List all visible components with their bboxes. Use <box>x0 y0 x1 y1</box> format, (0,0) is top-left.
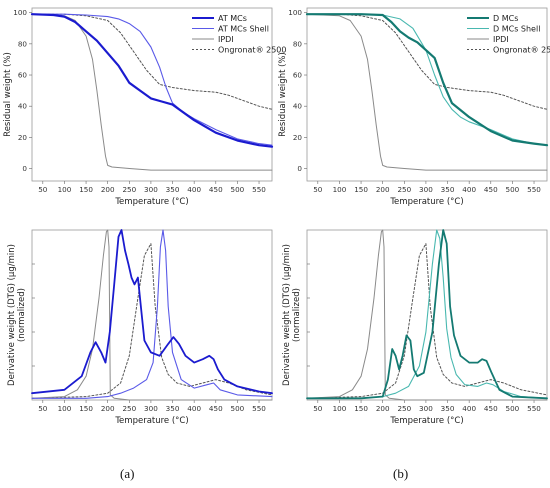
y-axis-label: Residual weight (%) <box>278 52 288 137</box>
legend-entry: Ongronat® 2500 <box>493 45 550 54</box>
series-line-ipdi <box>306 13 548 171</box>
y-tick-label: 0 <box>297 164 302 173</box>
y-axis-label: Derivative weight (DTG) (µg/min) <box>282 244 292 386</box>
x-tick-label: 400 <box>187 404 201 413</box>
legend-entry: D MCs Shell <box>493 24 540 33</box>
x-tick-label: 100 <box>333 185 347 194</box>
legend-entry: IPDI <box>493 35 509 44</box>
y-tick-label: 60 <box>293 71 303 80</box>
chart-panel-top-left: 50 100 150 200 250 300 350 400 450 500 550 0 20 40 60 8… <box>3 7 286 207</box>
chart-panel-bottom-right: 50 100 150 200 250 300 350 400 450 500 550 Temperat… <box>282 229 548 426</box>
x-tick-label: 150 <box>354 185 368 194</box>
legend-entry: D MCs <box>493 14 518 23</box>
x-tick-label: 250 <box>122 404 136 413</box>
x-tick-label: 550 <box>252 404 266 413</box>
y-axis-label: Derivative weight (DTG) (µg/min) <box>7 244 17 386</box>
x-tick-label: 550 <box>252 185 266 194</box>
x-tick-label: 450 <box>484 185 498 194</box>
y-tick-label: 80 <box>293 39 303 48</box>
x-tick-label: 200 <box>101 404 115 413</box>
x-tick-label: 50 <box>38 185 48 194</box>
y-tick-label: 0 <box>22 164 27 173</box>
x-tick-label: 500 <box>506 185 520 194</box>
x-tick-label: 500 <box>231 404 245 413</box>
series-line-at-mcs <box>30 13 274 148</box>
x-tick-label: 400 <box>187 185 201 194</box>
x-tick-label: 550 <box>527 404 541 413</box>
series-line-d-mcs <box>306 229 548 400</box>
y-tick-label: 80 <box>18 39 28 48</box>
x-axis-label: Temperature (°C) <box>114 416 188 426</box>
x-tick-label: 250 <box>397 404 411 413</box>
x-tick-label: 250 <box>397 185 411 194</box>
x-tick-label: 550 <box>527 185 541 194</box>
series-line-ongronat-2500 <box>306 13 548 110</box>
x-tick-label: 300 <box>419 185 433 194</box>
x-tick-label: 400 <box>462 404 476 413</box>
x-axis-label: Temperature (°C) <box>389 416 463 426</box>
x-tick-label: 150 <box>354 404 368 413</box>
x-tick-label: 500 <box>506 404 520 413</box>
chart-panel-bottom-left: 50 100 150 200 250 300 350 400 450 500 550 Temperat… <box>7 229 273 426</box>
x-tick-label: 50 <box>313 404 323 413</box>
series-line-d-mcs-shell <box>306 13 548 146</box>
plot-frame <box>31 7 273 182</box>
series-line-d-mcs-shell <box>306 229 548 399</box>
y-tick-label: 60 <box>18 71 28 80</box>
x-tick-label: 200 <box>376 185 390 194</box>
y-tick-label: 20 <box>293 133 303 142</box>
legend-entry: Ongronat® 2500 <box>218 45 286 54</box>
series-line-at-mcs-shell <box>31 229 273 399</box>
legend-entry: AT MCs <box>218 14 247 23</box>
x-tick-label: 100 <box>58 404 72 413</box>
x-tick-label: 150 <box>79 404 93 413</box>
x-tick-label: 150 <box>79 185 93 194</box>
plot-frame <box>306 7 548 182</box>
x-tick-label: 400 <box>462 185 476 194</box>
chart-panel-top-right: 50 100 150 200 250 300 350 400 450 500 550 0 20 40 60 8… <box>278 7 550 207</box>
x-tick-label: 500 <box>231 185 245 194</box>
series-line-ongronat-2500 <box>31 243 273 399</box>
series-line-ongronat-2500 <box>31 13 273 110</box>
x-tick-label: 350 <box>441 185 455 194</box>
y-axis-label: Residual weight (%) <box>3 52 13 137</box>
y-axis-label-normalized: (normalized) <box>17 288 27 342</box>
x-tick-label: 450 <box>209 185 223 194</box>
y-axis-label-normalized: (normalized) <box>292 288 302 342</box>
x-tick-label: 100 <box>58 185 72 194</box>
y-tick-label: 100 <box>288 8 302 17</box>
series-line-ipdi <box>31 13 273 171</box>
x-axis-label: Temperature (°C) <box>114 197 188 207</box>
series-line-at-mcs-shell <box>31 13 273 146</box>
x-tick-label: 350 <box>441 404 455 413</box>
x-tick-label: 200 <box>376 404 390 413</box>
series-line-ipdi <box>306 229 548 401</box>
x-tick-label: 50 <box>38 404 48 413</box>
x-tick-label: 300 <box>419 404 433 413</box>
legend-entry: IPDI <box>218 35 234 44</box>
x-tick-label: 450 <box>484 404 498 413</box>
y-tick-label: 40 <box>18 102 28 111</box>
series-line-d-mcs <box>305 13 549 147</box>
y-tick-label: 40 <box>293 102 303 111</box>
x-tick-label: 450 <box>209 404 223 413</box>
series-line-at-mcs <box>31 229 273 395</box>
x-tick-label: 200 <box>101 185 115 194</box>
series-line-ipdi <box>31 229 273 401</box>
x-tick-label: 250 <box>122 185 136 194</box>
y-tick-label: 20 <box>18 133 28 142</box>
x-tick-label: 350 <box>166 185 180 194</box>
x-tick-label: 300 <box>144 404 158 413</box>
x-axis-label: Temperature (°C) <box>389 197 463 207</box>
legend-entry: AT MCs Shell <box>218 24 269 33</box>
panel-label-b: (b) <box>393 466 409 481</box>
x-tick-label: 50 <box>313 185 323 194</box>
x-tick-label: 300 <box>144 185 158 194</box>
series-line-ongronat-2500 <box>306 243 548 399</box>
x-tick-label: 100 <box>333 404 347 413</box>
panel-label-a: (a) <box>120 466 135 481</box>
x-tick-label: 350 <box>166 404 180 413</box>
y-tick-label: 100 <box>13 8 27 17</box>
